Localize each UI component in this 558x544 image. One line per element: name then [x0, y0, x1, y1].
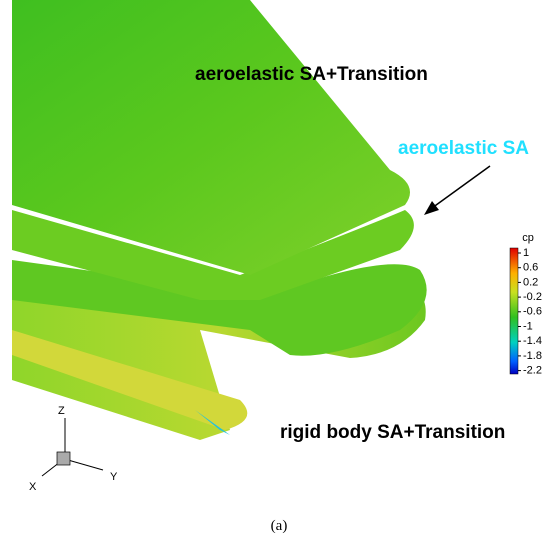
colorbar-tick-label: -1.8 [523, 350, 542, 362]
figure: aeroelastic SA+Transition aeroelastic SA… [0, 0, 558, 544]
colorbar-tick-label: -1.4 [523, 335, 542, 347]
axis-z: Z [58, 405, 65, 417]
arrow [424, 166, 490, 215]
colorbar-tick-label: -0.6 [523, 306, 542, 318]
colorbar-tick-label: -0.2 [523, 291, 542, 303]
label-middle: aeroelastic SA [398, 138, 529, 159]
colorbar: cp 1 0.6 0.2 -0.2 -0.6 -1 -1.4 -1.8 -2.2 [510, 232, 542, 377]
axis-x: X [29, 481, 37, 493]
colorbar-tick-label: 0.6 [523, 262, 538, 274]
label-bottom: rigid body SA+Transition [280, 422, 505, 443]
colorbar-tick-label: 1 [523, 247, 529, 259]
label-top: aeroelastic SA+Transition [195, 64, 428, 85]
caption: (a) [271, 518, 288, 534]
colorbar-tick-label: 0.2 [523, 276, 538, 288]
colorbar-tick-label: -2.2 [523, 365, 542, 377]
colorbar-title: cp [522, 232, 534, 244]
axis-y: Y [110, 471, 118, 483]
colorbar-tick-label: -1 [523, 320, 533, 332]
axis-triad: Z Y X [29, 405, 118, 493]
